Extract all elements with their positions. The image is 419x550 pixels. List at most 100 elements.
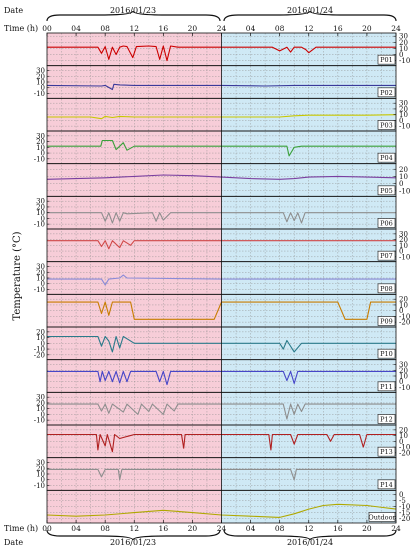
y-tick-label: -10 bbox=[399, 313, 410, 321]
series-line-p12 bbox=[47, 403, 396, 420]
y-tick-label: 0 bbox=[41, 150, 45, 158]
x-tick-label-bottom: 16 bbox=[159, 524, 169, 533]
series-name-box bbox=[377, 54, 396, 65]
y-tick-label: -20 bbox=[399, 515, 410, 523]
series-line-p14 bbox=[47, 468, 396, 481]
y-tick-label: 20 bbox=[399, 166, 408, 174]
y-tick-label: 10 bbox=[399, 173, 408, 181]
y-tick-label: 0 bbox=[399, 438, 403, 446]
y-tick-label: 20 bbox=[36, 465, 45, 473]
series-name-label: P08 bbox=[380, 285, 393, 293]
y-tick-label: -15 bbox=[399, 509, 410, 517]
y-tick-label: 10 bbox=[36, 405, 45, 413]
x-tick-label-top: 04 bbox=[246, 24, 256, 33]
x-tick-label-bottom: 04 bbox=[71, 524, 81, 533]
y-tick-label: -10 bbox=[34, 482, 45, 490]
y-tick-label: 0 bbox=[41, 411, 45, 419]
x-tick-label-top: 12 bbox=[129, 24, 139, 33]
y-tick-label: -10 bbox=[34, 221, 45, 229]
y-tick-label: 30 bbox=[36, 394, 45, 402]
y-tick-label: -10 bbox=[399, 187, 410, 195]
y-tick-label: 10 bbox=[399, 111, 408, 119]
series-name-label: P05 bbox=[380, 187, 393, 195]
series-name-label: P06 bbox=[380, 220, 393, 228]
date-1-bottom-brace bbox=[46, 529, 221, 541]
date-1-top-brace bbox=[46, 10, 221, 22]
series-line-p01 bbox=[47, 45, 396, 62]
x-tick-label-top: 08 bbox=[275, 24, 285, 33]
x-tick-label-bottom: 24 bbox=[217, 524, 227, 533]
series-name-label: P07 bbox=[380, 252, 393, 260]
y-tick-label: -10 bbox=[399, 253, 410, 261]
series-name-box bbox=[377, 283, 396, 294]
x-tick-label-top: 08 bbox=[100, 24, 110, 33]
series-name-label: P14 bbox=[380, 481, 393, 489]
y-tick-label: 30 bbox=[36, 459, 45, 467]
series-line-p06 bbox=[47, 212, 396, 224]
series-name-label: P13 bbox=[380, 448, 393, 456]
y-tick-label: 30 bbox=[399, 100, 408, 108]
date-2-bottom-brace bbox=[223, 529, 397, 541]
y-tick-label: 20 bbox=[399, 236, 408, 244]
date-2-bottom: 2016/01/24 bbox=[287, 538, 333, 547]
series-line-p09 bbox=[47, 301, 396, 320]
y-tick-label: 0 bbox=[399, 307, 403, 315]
series-line-p04 bbox=[47, 139, 396, 157]
y-tick-label: 30 bbox=[399, 33, 408, 41]
y-tick-label: -5 bbox=[399, 497, 406, 505]
series-name-box bbox=[377, 218, 396, 228]
y-tick-label: 0 bbox=[399, 117, 403, 125]
series-name-label: P10 bbox=[380, 350, 393, 358]
series-name-box bbox=[377, 316, 396, 326]
x-tick-label-top: 16 bbox=[333, 24, 343, 33]
y-tick-label: -10 bbox=[34, 346, 45, 354]
y-tick-label: 20 bbox=[36, 73, 45, 81]
y-tick-label: -10 bbox=[34, 155, 45, 163]
y-tick-label: 20 bbox=[36, 328, 45, 336]
y-tick-label: -10 bbox=[399, 384, 410, 392]
y-tick-label: 20 bbox=[399, 367, 408, 375]
y-tick-label: -20 bbox=[34, 351, 45, 359]
y-tick-label: 20 bbox=[399, 296, 408, 304]
series-name-box bbox=[377, 87, 396, 98]
series-name-box bbox=[377, 152, 396, 163]
y-tick-label: 10 bbox=[399, 373, 408, 381]
y-tick-label: 0 bbox=[41, 215, 45, 223]
series-line-p02 bbox=[46, 83, 396, 91]
series-line-outdoor bbox=[46, 503, 397, 518]
series-name-label: P04 bbox=[380, 154, 393, 162]
series-name-box bbox=[377, 414, 396, 424]
y-tick-label: 0 bbox=[399, 248, 403, 256]
date-1-top: 2016/01/23 bbox=[110, 6, 156, 15]
y-tick-label: 30 bbox=[399, 230, 408, 238]
x-tick-label-top: 00 bbox=[42, 24, 52, 33]
series-name-label: P09 bbox=[380, 318, 393, 326]
series-line-p05 bbox=[46, 174, 397, 180]
series-line-p07 bbox=[47, 240, 396, 250]
series-name-box bbox=[377, 479, 396, 490]
x-tick-label-bottom: 20 bbox=[362, 524, 372, 533]
y-tick-label: 30 bbox=[399, 361, 408, 369]
y-tick-label: 20 bbox=[399, 39, 408, 47]
y-tick-label: 0 bbox=[399, 51, 403, 59]
series-name-label: P01 bbox=[380, 56, 393, 64]
x-tick-label-top: 20 bbox=[362, 24, 372, 33]
series-line-p11 bbox=[47, 370, 396, 386]
series-name-label: P11 bbox=[380, 383, 393, 391]
y-tick-label: 0 bbox=[399, 180, 403, 188]
x-tick-label-top: 12 bbox=[304, 24, 314, 33]
y-tick-label: 10 bbox=[399, 242, 408, 250]
y-tick-label: -10 bbox=[399, 57, 410, 65]
y-tick-label: 0 bbox=[41, 84, 45, 92]
y-tick-label: 10 bbox=[399, 45, 408, 53]
y-tick-label: 0 bbox=[41, 340, 45, 348]
y-tick-label: 20 bbox=[36, 269, 45, 277]
series-name-box bbox=[377, 381, 396, 392]
y-tick-label: -10 bbox=[399, 503, 410, 511]
time-label: Time (h) bbox=[4, 24, 38, 33]
axis-layer: 0000040408081212161620202424040408081212… bbox=[34, 24, 411, 533]
y-tick-label: 10 bbox=[399, 432, 408, 440]
time-label-bottom: Time (h) bbox=[4, 524, 38, 533]
